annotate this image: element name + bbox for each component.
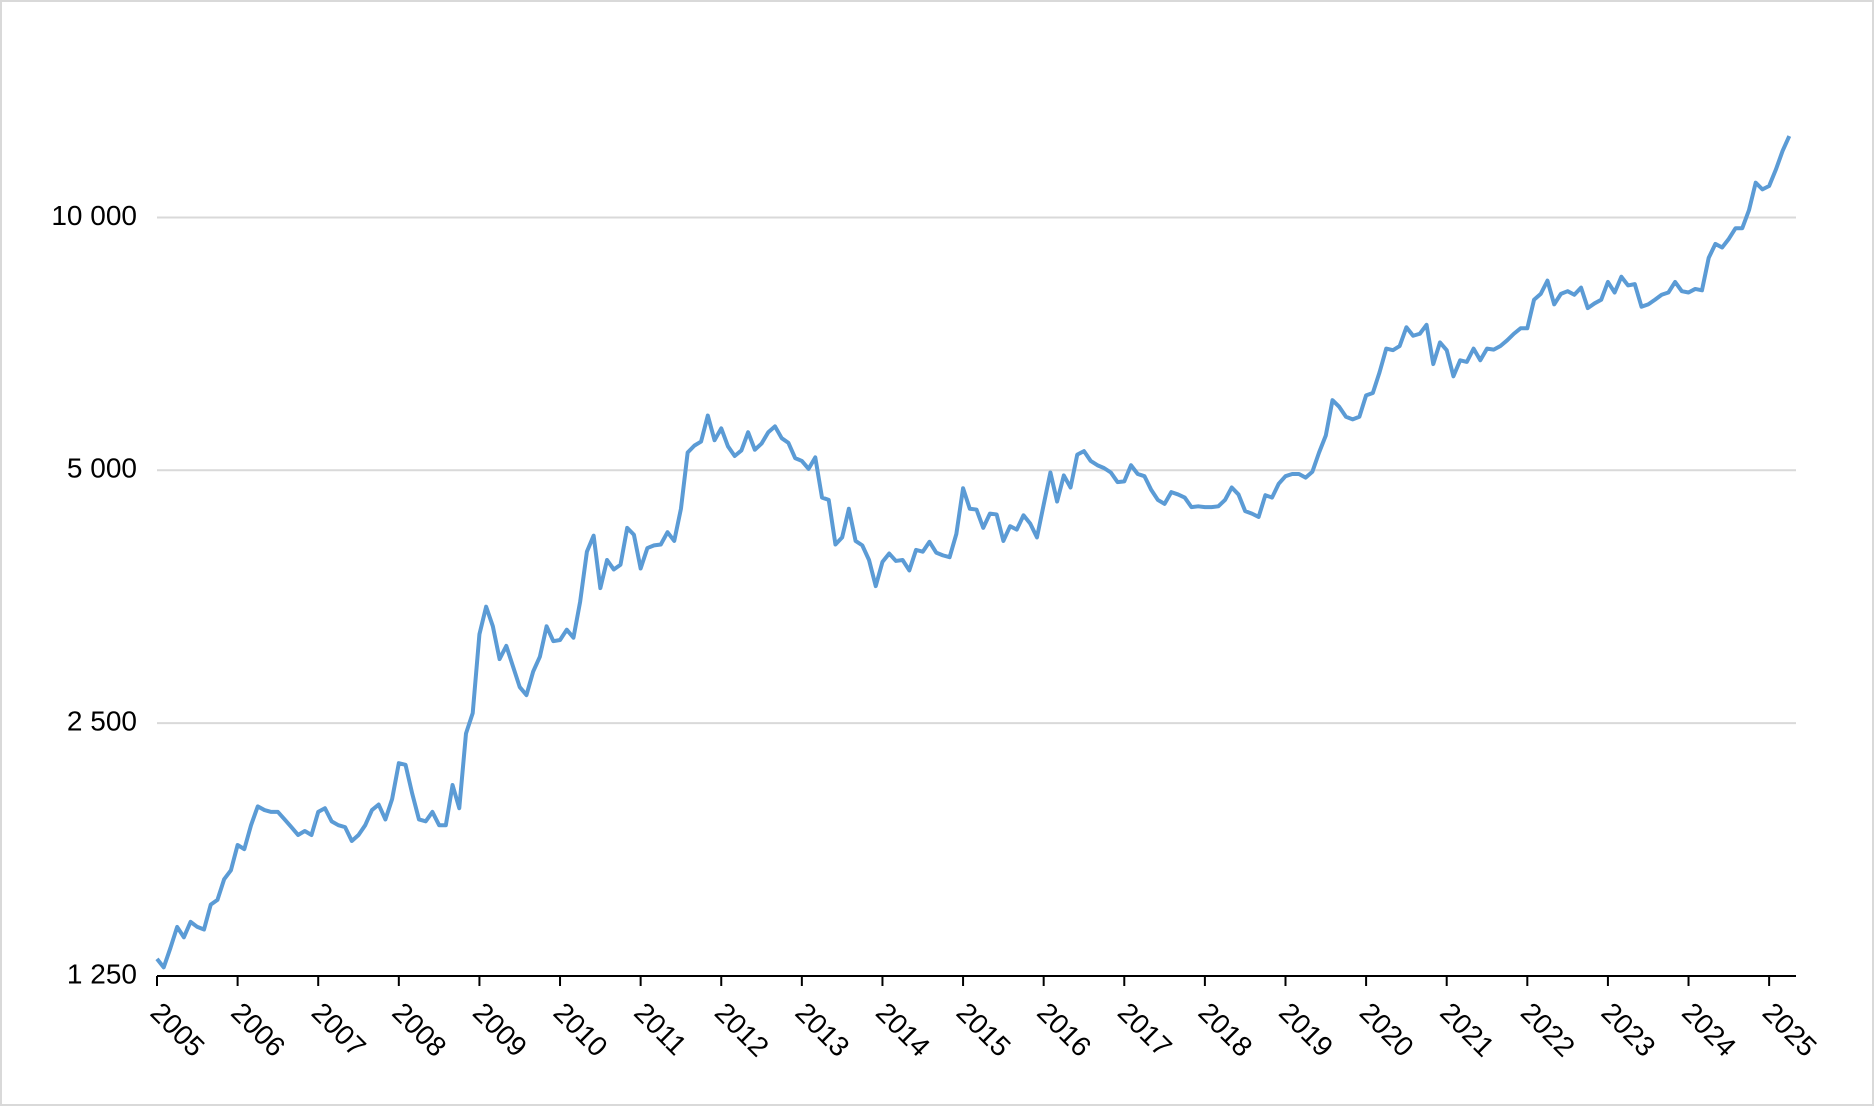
y-tick-label: 1 250 — [67, 958, 137, 989]
y-tick-label: 2 500 — [67, 706, 137, 737]
y-tick-label: 5 000 — [67, 453, 137, 484]
data-line — [155, 135, 1792, 970]
y-tick-label: 10 000 — [51, 200, 137, 231]
